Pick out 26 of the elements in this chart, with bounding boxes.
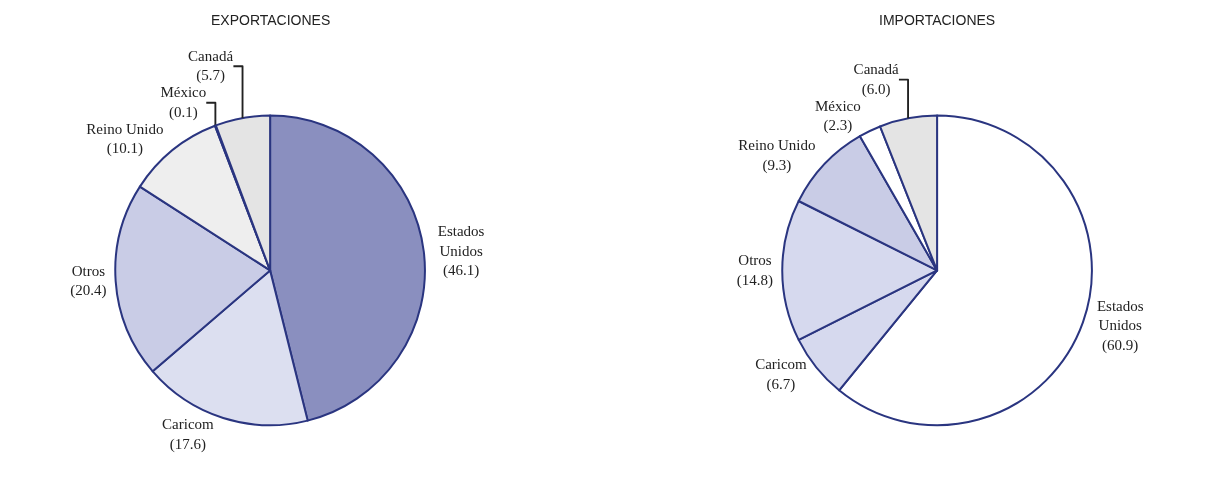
slice-label: Estados Unidos [437, 223, 485, 259]
data-label: (0.1) [168, 103, 198, 121]
data-label: (9.3) [762, 156, 792, 174]
slice-label: México [814, 97, 861, 114]
slice-label: Canadá [188, 47, 234, 64]
data-label: (6.7) [766, 375, 796, 393]
slice-label: Otros [71, 262, 106, 279]
slice-label: Caricom [162, 416, 215, 433]
data-label: (14.8) [736, 271, 774, 289]
slice-label: Otros [738, 252, 772, 269]
data-label: (10.1) [106, 140, 143, 158]
slice-label: México [160, 84, 207, 101]
chart-title: IMPORTACIONES [879, 12, 996, 28]
data-label: (6.0) [861, 80, 891, 98]
data-label: (20.4) [70, 282, 107, 300]
chart-title: EXPORTACIONES [211, 12, 331, 28]
slice-label: Caricom [755, 356, 808, 373]
data-label: (5.7) [196, 67, 225, 85]
data-label: (17.6) [169, 435, 207, 453]
slice-label: Reino Unido [738, 137, 816, 154]
data-label: (2.3) [823, 117, 853, 135]
data-label: (46.1) [442, 262, 480, 280]
slice-label: Reino Unido [86, 120, 164, 137]
slice-label: Canadá [853, 61, 899, 78]
data-label: (60.9) [1102, 336, 1139, 354]
slice-label: Estados Unidos [1096, 297, 1144, 334]
